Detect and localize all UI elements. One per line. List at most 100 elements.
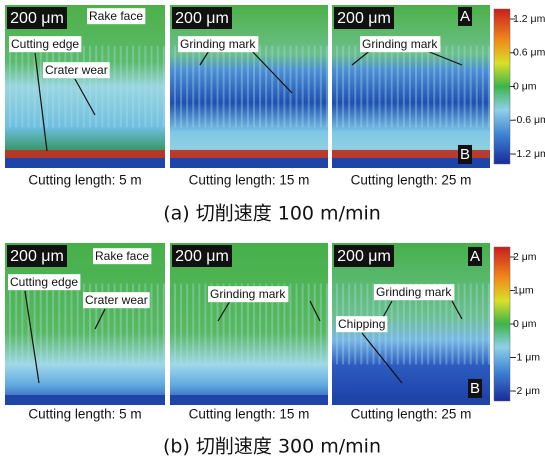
streak (296, 284, 298, 365)
streak (192, 46, 194, 128)
streak (482, 46, 484, 128)
streak (451, 46, 453, 128)
streak (348, 46, 350, 128)
streak (235, 46, 237, 128)
streak (204, 284, 206, 365)
streak (482, 284, 484, 365)
panel-caption: Cutting length: 5 m (28, 173, 141, 188)
surface-panel: 200 μmGrinding markChippingAB (332, 243, 490, 405)
streak (180, 284, 182, 365)
streak (71, 46, 73, 128)
streak (464, 284, 466, 365)
streak (458, 284, 460, 365)
streak (40, 46, 42, 128)
streak (126, 46, 128, 128)
streak (308, 46, 310, 128)
streak (163, 46, 165, 128)
streak (21, 46, 23, 128)
streak (458, 46, 460, 128)
annotation: Rake face (89, 9, 143, 23)
surface-panel: 200 μm Grinding mark (170, 243, 328, 405)
annotation: Crater wear (85, 293, 148, 307)
streak (241, 46, 243, 128)
streak (114, 46, 116, 128)
streak (40, 284, 42, 365)
streak (302, 284, 304, 365)
colorbar-label: -2 μm (513, 385, 540, 397)
edge-strip (170, 395, 328, 405)
annotation: Grinding mark (210, 287, 286, 301)
colorbar-label: 0 μm (513, 318, 537, 330)
streak (464, 46, 466, 128)
scale-bar-label: 200 μm (175, 10, 229, 27)
streak (138, 46, 140, 128)
annotation: Cutting edge (10, 275, 78, 289)
colorbar-label: 0.6 μm (513, 47, 545, 59)
streak (314, 284, 316, 365)
streak (71, 284, 73, 365)
streak (308, 284, 310, 365)
streak (217, 46, 219, 128)
streak (326, 46, 328, 128)
streak (379, 46, 381, 128)
streak (101, 46, 103, 128)
streak (95, 46, 97, 128)
streak (427, 46, 429, 128)
streak (385, 46, 387, 128)
streak (372, 46, 374, 128)
streak (409, 46, 411, 128)
streak (77, 284, 79, 365)
edge-strip (5, 395, 165, 405)
streak (397, 46, 399, 128)
streak (151, 46, 153, 128)
streak (296, 46, 298, 128)
streak (120, 46, 122, 128)
colorbar-label: 1.2 μm (513, 13, 545, 25)
streak (326, 284, 328, 365)
row-caption: (a) 切削速度 100 m/min (163, 203, 381, 225)
streak (470, 284, 472, 365)
streak (77, 46, 79, 128)
annotation: Crater wear (45, 63, 108, 77)
scale-bar-label: 200 μm (10, 248, 64, 265)
edge-band (5, 150, 165, 158)
streak (210, 46, 212, 128)
scale-bar-label: 200 μm (175, 248, 229, 265)
streak (354, 46, 356, 128)
streak (157, 284, 159, 365)
streak (9, 46, 11, 128)
panel-caption: Cutting length: 15 m (189, 173, 310, 188)
streak (271, 46, 273, 128)
streak (253, 46, 255, 128)
colorbar-label: 0 μm (513, 80, 537, 92)
annotation: Chipping (338, 317, 385, 331)
streak (107, 46, 109, 128)
streak (277, 46, 279, 128)
streak (174, 284, 176, 365)
colorbar-label: 2 μm (513, 251, 537, 263)
surface-panel: 200 μmGrinding mark (170, 5, 328, 168)
streak (15, 284, 17, 365)
streak (46, 46, 48, 128)
streak (229, 46, 231, 128)
streak (403, 46, 405, 128)
panel-caption: Cutting length: 25 m (351, 173, 472, 188)
streak (186, 46, 188, 128)
scale-bar-label: 200 μm (337, 10, 391, 27)
streak (476, 284, 478, 365)
streak (46, 284, 48, 365)
streak (27, 46, 29, 128)
streak (488, 284, 490, 365)
streak (476, 46, 478, 128)
streak (470, 46, 472, 128)
streak (320, 284, 322, 365)
streak (151, 284, 153, 365)
figure: 200 μm Rake face Cutting edge Crater wear Cu… (0, 0, 545, 464)
panel-caption: Cutting length: 5 m (28, 407, 141, 422)
streak (302, 46, 304, 128)
surface-panel: 200 μmRake faceCutting edgeCrater wear (5, 243, 165, 405)
streak (52, 46, 54, 128)
streak (342, 46, 344, 128)
annotation: Grinding mark (376, 285, 452, 299)
streak (421, 46, 423, 128)
